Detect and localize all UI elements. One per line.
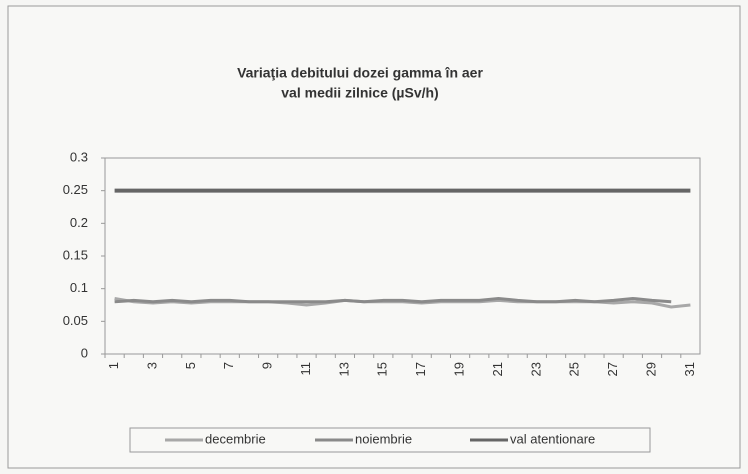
- x-tick-label: 25: [567, 362, 582, 376]
- legend-label: noiembrie: [355, 431, 412, 446]
- x-tick-label: 3: [144, 362, 159, 369]
- x-tick-label: 23: [528, 362, 543, 376]
- x-tick-label: 5: [183, 362, 198, 369]
- y-tick-label: 0.1: [70, 280, 88, 295]
- x-tick-label: 11: [298, 362, 313, 376]
- y-tick-label: 0.05: [63, 313, 88, 328]
- chart-subtitle: val medii zilnice (µSv/h): [281, 85, 438, 101]
- x-tick-label: 21: [490, 362, 505, 376]
- legend-label: val atentionare: [510, 431, 595, 446]
- x-tick-label: 31: [682, 362, 697, 376]
- y-tick-label: 0.3: [70, 149, 88, 164]
- chart-frame: [7, 5, 741, 469]
- legend: [129, 427, 651, 453]
- x-tick-label: 1: [106, 362, 121, 369]
- x-tick-label: 13: [336, 362, 351, 376]
- y-tick-label: 0: [81, 345, 88, 360]
- x-tick-label: 7: [221, 362, 236, 369]
- x-tick-label: 17: [413, 362, 428, 376]
- y-tick-label: 0.25: [63, 182, 88, 197]
- legend-label: decembrie: [205, 431, 266, 446]
- x-tick-label: 27: [605, 362, 620, 376]
- x-tick-label: 29: [643, 362, 658, 376]
- x-tick-label: 19: [452, 362, 467, 376]
- x-tick-label: 15: [375, 362, 390, 376]
- series-line: [114, 296, 672, 304]
- y-tick-label: 0.15: [63, 247, 88, 262]
- y-tick-label: 0.2: [70, 215, 88, 230]
- x-tick-label: 9: [260, 362, 275, 369]
- chart-title: Variaţia debitului dozei gamma în aer: [237, 65, 483, 81]
